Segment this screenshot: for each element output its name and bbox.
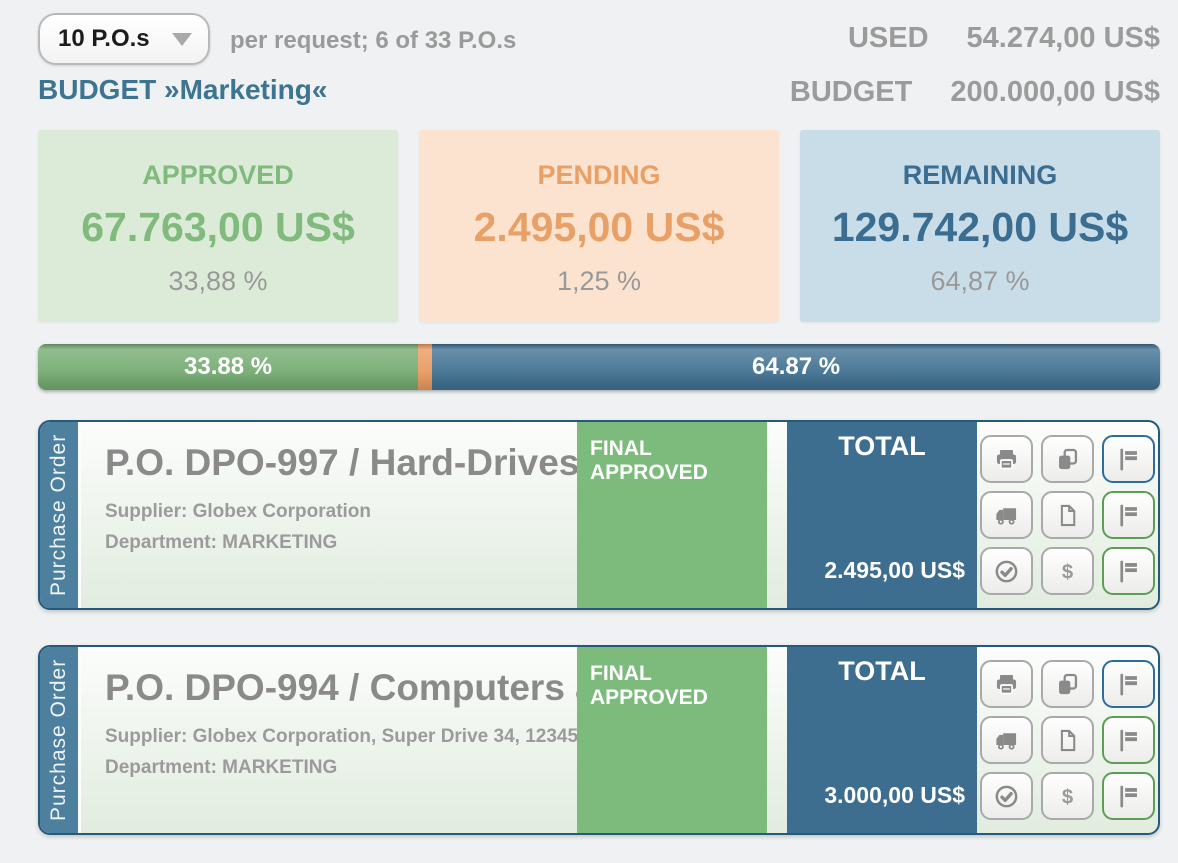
approved-card: APPROVED 67.763,00 US$ 33,88 %: [38, 130, 398, 322]
status-label: FINAL APPROVED: [590, 437, 708, 484]
status-badge: FINAL APPROVED: [577, 647, 767, 833]
progress-remaining-segment: 64.87 %: [432, 344, 1160, 390]
check-circle-icon: [993, 783, 1020, 810]
flag-green-button[interactable]: [1102, 772, 1155, 820]
total-value: 3.000,00 US$: [824, 782, 965, 808]
pending-label: PENDING: [537, 160, 661, 190]
side-tab-label: Purchase Order: [47, 658, 70, 822]
flag-blue-button[interactable]: [1102, 435, 1155, 483]
side-tab-label: Purchase Order: [47, 433, 70, 597]
page-title: BUDGET »Marketing«: [38, 74, 328, 105]
document-button[interactable]: [1041, 716, 1094, 764]
flag-icon: [1115, 558, 1142, 585]
progress-approved-label: 33.88 %: [184, 353, 273, 380]
flag-green-button[interactable]: [1102, 547, 1155, 595]
purchase-order-card[interactable]: Purchase Order P.O. DPO-997 / Hard-Drive…: [38, 420, 1160, 610]
dollar-icon: [1054, 783, 1081, 810]
print-button[interactable]: [980, 660, 1033, 708]
flag-icon: [1115, 727, 1142, 754]
dollar-icon: [1054, 558, 1081, 585]
purchase-order-side-tab: Purchase Order: [40, 422, 78, 608]
copy-button[interactable]: [1041, 435, 1094, 483]
flag-blue-button[interactable]: [1102, 660, 1155, 708]
pending-amount: 2.495,00 US$: [473, 204, 725, 250]
progress-pending-segment: [418, 344, 433, 390]
po-title: P.O. DPO-997 / Hard-Drives: [105, 442, 577, 483]
document-icon: [1054, 502, 1081, 529]
used-value: 54.274,00 US$: [966, 22, 1160, 54]
budget-row: BUDGET 200.000,00 US$: [790, 78, 1160, 107]
flag-icon: [1115, 446, 1142, 473]
total-panel: TOTAL 2.495,00 US$: [787, 422, 977, 608]
approved-amount: 67.763,00 US$: [81, 204, 355, 250]
check-circle-icon: [993, 558, 1020, 585]
approved-percent: 33,88 %: [168, 266, 268, 296]
delivery-button[interactable]: [980, 716, 1033, 764]
status-total-gap: [767, 647, 787, 833]
truck-icon: [993, 502, 1020, 529]
used-row: USED 54.274,00 US$: [790, 24, 1160, 53]
status-total-gap: [767, 422, 787, 608]
status-label: FINAL APPROVED: [590, 662, 708, 709]
delivery-button[interactable]: [980, 491, 1033, 539]
po-count-value: 10 P.O.s: [58, 25, 150, 52]
pending-percent: 1,25 %: [556, 266, 642, 296]
remaining-label: REMAINING: [902, 160, 1058, 190]
status-badge: FINAL APPROVED: [577, 422, 767, 608]
total-value: 2.495,00 US$: [824, 557, 965, 583]
po-action-buttons: [977, 422, 1158, 608]
used-label: USED: [847, 22, 929, 54]
approved-label: APPROVED: [142, 160, 294, 190]
remaining-card: REMAINING 129.742,00 US$ 64,87 %: [800, 130, 1160, 322]
po-supplier: Supplier: Globex Corporation, Super Driv…: [105, 726, 577, 747]
po-count-select[interactable]: 10 P.O.s: [38, 13, 210, 65]
total-label: TOTAL: [838, 431, 926, 461]
purchase-order-side-tab: Purchase Order: [40, 647, 78, 833]
flag-green-button[interactable]: [1102, 491, 1155, 539]
copy-button[interactable]: [1041, 660, 1094, 708]
po-title: P.O. DPO-994 / Computers and La...: [105, 667, 577, 708]
copy-icon: [1054, 671, 1081, 698]
total-panel: TOTAL 3.000,00 US$: [787, 647, 977, 833]
summary-cards: APPROVED 67.763,00 US$ 33,88 % PENDING 2…: [38, 130, 1160, 322]
progress-remaining-label: 64.87 %: [752, 353, 841, 380]
cost-button[interactable]: [1041, 772, 1094, 820]
flag-icon: [1115, 671, 1142, 698]
cost-button[interactable]: [1041, 547, 1094, 595]
print-button[interactable]: [980, 435, 1033, 483]
document-button[interactable]: [1041, 491, 1094, 539]
po-supplier: Supplier: Globex Corporation: [105, 501, 372, 522]
po-department: Department: MARKETING: [105, 757, 338, 778]
tab-divider: [78, 422, 81, 608]
budget-label: BUDGET: [789, 76, 913, 108]
po-info: P.O. DPO-997 / Hard-Drives Supplier: Glo…: [81, 422, 577, 608]
po-department: Department: MARKETING: [105, 532, 338, 553]
copy-icon: [1054, 446, 1081, 473]
per-request-note: per request; 6 of 33 P.O.s: [230, 27, 517, 54]
remaining-amount: 129.742,00 US$: [831, 204, 1129, 250]
total-label: TOTAL: [838, 656, 926, 686]
pending-card: PENDING 2.495,00 US$ 1,25 %: [419, 130, 779, 322]
tab-divider: [78, 647, 81, 833]
remaining-percent: 64,87 %: [930, 266, 1030, 296]
printer-icon: [993, 671, 1020, 698]
truck-icon: [993, 727, 1020, 754]
printer-icon: [993, 446, 1020, 473]
approve-button[interactable]: [980, 772, 1033, 820]
purchase-order-card[interactable]: Purchase Order P.O. DPO-994 / Computers …: [38, 645, 1160, 835]
flag-icon: [1115, 502, 1142, 529]
flag-icon: [1115, 783, 1142, 810]
progress-approved-segment: 33.88 %: [38, 344, 419, 390]
flag-green-button[interactable]: [1102, 716, 1155, 764]
budget-stats: USED 54.274,00 US$ BUDGET 200.000,00 US$: [790, 24, 1160, 107]
chevron-down-icon: [172, 32, 192, 46]
budget-value: 200.000,00 US$: [950, 76, 1160, 108]
po-action-buttons: [977, 647, 1158, 833]
budget-progress-bar: 33.88 % 64.87 %: [38, 344, 1160, 390]
po-info: P.O. DPO-994 / Computers and La... Suppl…: [81, 647, 577, 833]
document-icon: [1054, 727, 1081, 754]
approve-button[interactable]: [980, 547, 1033, 595]
